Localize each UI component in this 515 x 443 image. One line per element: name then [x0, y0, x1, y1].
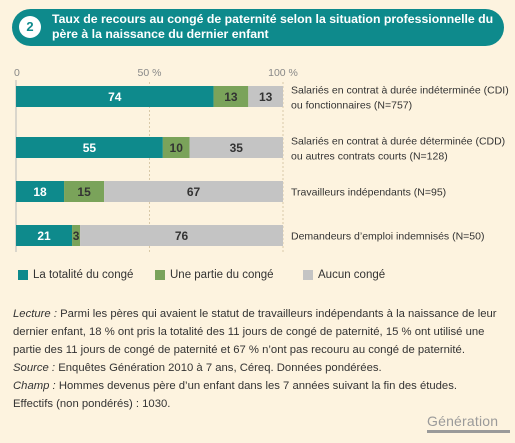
- data-label: 21: [37, 229, 51, 243]
- data-label: 76: [175, 229, 189, 243]
- bar-segment: [248, 86, 283, 107]
- bar-segment: [213, 86, 249, 107]
- bar-segment: [16, 86, 214, 107]
- legend-swatch-green: [155, 270, 165, 280]
- effectifs-note: Effectifs (non pondérés) : 1030.: [13, 398, 171, 410]
- data-label: 13: [259, 90, 273, 104]
- stacked-bar-chart: 0 50 % 100 % 74 13 13 Salariés en contrat à du…: [14, 67, 509, 252]
- legend-label: Aucun congé: [318, 269, 386, 281]
- data-label: 13: [224, 90, 238, 104]
- data-label: 67: [187, 185, 201, 199]
- legend-label: Une partie du congé: [170, 269, 274, 281]
- category-label: Salariés en contrat à durée indéterminée…: [291, 85, 509, 97]
- champ-text: Hommes devenus père d’un enfant dans les…: [55, 380, 457, 392]
- lecture-text: Parmi les pères qui avaient le statut de…: [13, 308, 497, 356]
- bar-segment: [16, 225, 73, 246]
- legend-swatch-grey: [303, 270, 313, 280]
- x-tick-label: 50 %: [138, 67, 162, 79]
- legend-label: La totalité du congé: [33, 269, 134, 281]
- category-label: ou fonctionnaires (N=757): [291, 100, 412, 112]
- data-label: 55: [83, 141, 97, 155]
- category-label: Salariés en contrat à durée déterminée (…: [291, 136, 505, 148]
- data-label: 10: [170, 141, 184, 155]
- generation-logo: Génération: [427, 413, 499, 429]
- data-label: 3: [73, 229, 80, 243]
- champ-label: Champ :: [13, 380, 56, 392]
- category-label: ou autres contrats courts (N=128): [291, 151, 448, 163]
- source-text: Enquêtes Génération 2010 à 7 ans, Céreq.…: [55, 362, 382, 374]
- bar-segment: [16, 137, 163, 158]
- bar-segment: [104, 181, 283, 202]
- bar-segment: [162, 137, 190, 158]
- legend-item-partie: Une partie du congé: [155, 269, 274, 281]
- figure-number-badge: 2: [19, 16, 41, 38]
- bar-segment: [72, 225, 81, 246]
- legend-item-totalite: La totalité du congé: [18, 269, 133, 281]
- chart-notes: Lecture : Parmi les pères qui avaient le…: [13, 305, 508, 413]
- lecture-label: Lecture :: [13, 308, 57, 320]
- legend-swatch-teal: [18, 270, 28, 280]
- bar-segment: [189, 137, 283, 158]
- bar-segment: [16, 181, 65, 202]
- data-label: 15: [77, 185, 91, 199]
- data-label: 74: [108, 90, 122, 104]
- chart-legend: La totalité du congé Une partie du congé…: [12, 269, 492, 285]
- chart-title: Taux de recours au congé de paternité se…: [52, 12, 494, 41]
- source-note: Source : Enquêtes Génération 2010 à 7 an…: [13, 359, 508, 377]
- source-label: Source :: [13, 362, 56, 374]
- logo-underline: [427, 430, 510, 433]
- bar-segment: [80, 225, 283, 246]
- data-label: 35: [230, 141, 244, 155]
- chart-title-banner: 2 Taux de recours au congé de paternité …: [12, 9, 504, 46]
- category-label: Travailleurs indépendants (N=95): [291, 187, 446, 199]
- bar-segment: [64, 181, 105, 202]
- x-tick-label: 0: [14, 67, 20, 79]
- champ-note: Champ : Hommes devenus père d’un enfant …: [13, 377, 508, 395]
- legend-item-aucun: Aucun congé: [303, 269, 385, 281]
- x-tick-label: 100 %: [268, 67, 298, 79]
- lecture-note: Lecture : Parmi les pères qui avaient le…: [13, 305, 508, 359]
- category-label: Demandeurs d’emploi indemnisés (N=50): [291, 231, 484, 243]
- data-label: 18: [33, 185, 47, 199]
